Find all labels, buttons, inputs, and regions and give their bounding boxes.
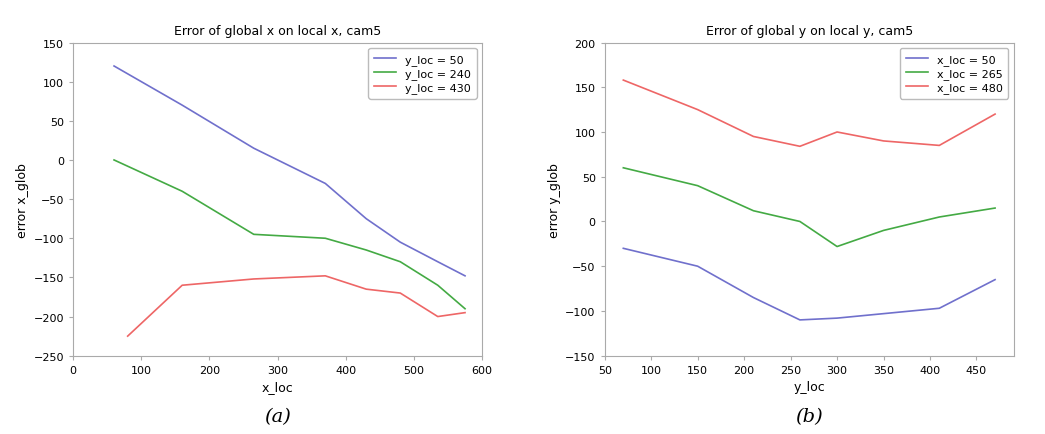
Line: x_loc = 265: x_loc = 265: [623, 168, 995, 247]
x_loc = 480: [989, 112, 1001, 118]
Line: x_loc = 50: x_loc = 50: [623, 249, 995, 320]
X-axis label: x_loc: x_loc: [261, 381, 294, 393]
x_loc = 265: [692, 184, 704, 189]
x_loc = 480: [933, 144, 946, 149]
X-axis label: y_loc: y_loc: [793, 381, 826, 393]
y_loc = 430: [432, 314, 444, 319]
x_loc = 50: [831, 316, 843, 321]
x_loc = 50: [989, 277, 1001, 283]
y_loc = 50: [432, 260, 444, 265]
x_loc = 50: [877, 311, 889, 316]
Line: y_loc = 240: y_loc = 240: [114, 161, 465, 309]
y_loc = 50: [459, 273, 471, 279]
y_loc = 430: [394, 291, 407, 296]
x_loc = 480: [831, 130, 843, 135]
x_loc = 50: [793, 318, 806, 323]
y_loc = 50: [359, 217, 372, 222]
y_loc = 240: [459, 306, 471, 312]
y_loc = 430: [121, 334, 134, 339]
y_loc = 240: [248, 232, 260, 237]
y_loc = 50: [248, 146, 260, 151]
y_loc = 430: [176, 283, 188, 288]
x_loc = 50: [747, 295, 760, 300]
Y-axis label: error y_glob: error y_glob: [549, 162, 561, 237]
Line: y_loc = 50: y_loc = 50: [114, 67, 465, 276]
x_loc = 265: [877, 228, 889, 233]
Legend: y_loc = 50, y_loc = 240, y_loc = 430: y_loc = 50, y_loc = 240, y_loc = 430: [369, 49, 477, 99]
Title: Error of global y on local y, cam5: Error of global y on local y, cam5: [705, 25, 913, 38]
x_loc = 480: [692, 108, 704, 113]
y_loc = 430: [459, 310, 471, 316]
y_loc = 430: [319, 273, 331, 279]
y_loc = 240: [394, 260, 407, 265]
x_loc = 265: [617, 166, 629, 171]
y_loc = 50: [394, 240, 407, 245]
y_loc = 50: [108, 64, 120, 69]
Title: Error of global x on local x, cam5: Error of global x on local x, cam5: [173, 25, 381, 38]
y_loc = 240: [108, 158, 120, 163]
y_loc = 240: [359, 248, 372, 253]
y_loc = 430: [248, 277, 260, 282]
x_loc = 50: [692, 264, 704, 269]
Line: x_loc = 480: x_loc = 480: [623, 81, 995, 147]
x_loc = 265: [989, 206, 1001, 211]
Line: y_loc = 430: y_loc = 430: [127, 276, 465, 336]
Text: (a): (a): [264, 408, 292, 425]
y_loc = 240: [319, 236, 331, 241]
x_loc = 50: [617, 246, 629, 251]
y_loc = 50: [319, 181, 331, 187]
x_loc = 480: [877, 139, 889, 144]
y_loc = 50: [176, 103, 188, 108]
x_loc = 265: [747, 209, 760, 214]
y_loc = 240: [432, 283, 444, 288]
Legend: x_loc = 50, x_loc = 265, x_loc = 480: x_loc = 50, x_loc = 265, x_loc = 480: [900, 49, 1008, 99]
Text: (b): (b): [795, 408, 823, 425]
x_loc = 265: [793, 219, 806, 224]
x_loc = 480: [793, 145, 806, 150]
x_loc = 265: [831, 244, 843, 250]
x_loc = 50: [933, 306, 946, 311]
x_loc = 265: [933, 215, 946, 220]
x_loc = 480: [617, 78, 629, 83]
x_loc = 480: [747, 135, 760, 140]
Y-axis label: error x_glob: error x_glob: [17, 162, 29, 237]
y_loc = 240: [176, 189, 188, 194]
y_loc = 430: [359, 287, 372, 292]
